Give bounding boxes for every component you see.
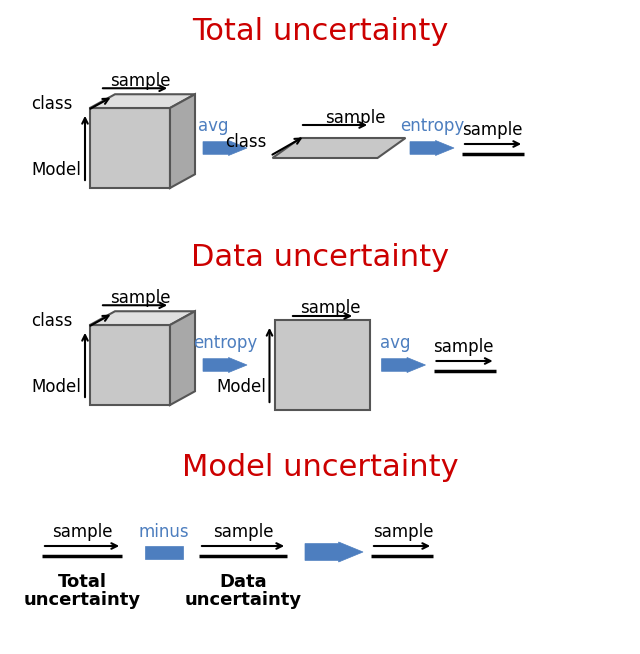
Text: avg: avg [380, 334, 411, 352]
Text: class: class [31, 312, 72, 330]
Polygon shape [90, 108, 170, 188]
Polygon shape [275, 320, 369, 410]
Text: sample: sample [300, 299, 360, 317]
Polygon shape [203, 141, 247, 156]
Text: Data: Data [219, 573, 267, 591]
Polygon shape [90, 325, 170, 405]
Text: sample: sample [109, 72, 170, 90]
Text: sample: sample [52, 523, 112, 541]
Polygon shape [170, 94, 195, 188]
Text: uncertainty: uncertainty [184, 591, 301, 609]
Text: class: class [226, 133, 267, 151]
Polygon shape [170, 311, 195, 405]
Text: entropy: entropy [400, 117, 464, 135]
Text: sample: sample [433, 338, 493, 356]
Text: avg: avg [198, 117, 228, 135]
Polygon shape [305, 542, 363, 562]
Text: Data uncertainty: Data uncertainty [191, 243, 449, 273]
Text: minus: minus [139, 523, 189, 541]
Text: Model: Model [31, 161, 81, 179]
Polygon shape [145, 545, 183, 559]
Polygon shape [90, 94, 195, 108]
Text: sample: sample [372, 523, 433, 541]
Text: sample: sample [461, 121, 522, 139]
Text: entropy: entropy [193, 334, 257, 352]
Text: class: class [31, 95, 72, 113]
Text: sample: sample [212, 523, 273, 541]
Text: sample: sample [324, 109, 385, 127]
Text: Model: Model [31, 378, 81, 396]
Text: uncertainty: uncertainty [24, 591, 141, 609]
Polygon shape [273, 138, 406, 158]
Text: Total: Total [58, 573, 106, 591]
Text: Model: Model [216, 379, 266, 396]
Text: Model uncertainty: Model uncertainty [182, 453, 458, 483]
Polygon shape [381, 358, 426, 373]
Polygon shape [90, 311, 195, 325]
Polygon shape [410, 141, 454, 156]
Text: sample: sample [109, 289, 170, 307]
Polygon shape [203, 358, 247, 373]
Text: Total uncertainty: Total uncertainty [192, 18, 448, 46]
